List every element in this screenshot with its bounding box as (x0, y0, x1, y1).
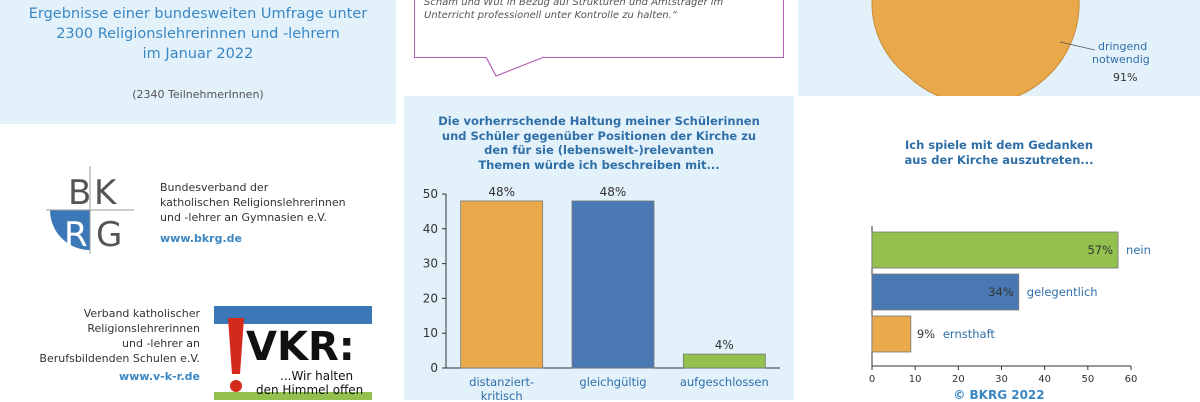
pie-label-1: dringend (1098, 40, 1147, 53)
vkr-line-1: Verband katholischer (83, 307, 200, 320)
hbar-data-label: 9% (917, 327, 935, 341)
pie-chart: dringend notwendig 91% (871, 0, 1150, 105)
hbar-title-line-2: aus der Kirche auszutreten... (904, 152, 1094, 167)
hbar-data-label: 57% (1087, 243, 1113, 257)
quote-line-2: Unterricht professionell unter Kontrolle… (424, 10, 677, 21)
intro-line-2: 2300 Religionslehrerinnen und -lehrern (56, 26, 340, 42)
bar-title-line-2: und Schüler gegenüber Positionen der Kir… (441, 128, 757, 143)
quote-line-1: Scham und Wut in Bezug auf Strukturen un… (424, 0, 724, 8)
x-tick-label: 30 (995, 374, 1008, 385)
quote-panel: Scham und Wut in Bezug auf Strukturen un… (404, 0, 790, 94)
horizontal-bar-chart: 0 10 20 30 40 50 60 57% nein 34% gelegentlich 9% ern… (869, 226, 1151, 385)
y-tick-label: 40 (423, 222, 438, 236)
bar-gleichgültig (571, 200, 655, 369)
x-tick-label: 40 (1038, 374, 1051, 385)
pie-slice-dringend (871, 0, 1080, 105)
vkr-slogan-2: den Himmel offen (256, 383, 363, 397)
vkr-logo: VKR: ...Wir halten den Himmel offen (214, 306, 372, 400)
bar-title-line-3: den für sie (lebenswelt-)relevanten (484, 143, 714, 157)
hbar-category-label: gelegentlich (1027, 285, 1098, 299)
pie-panel: dringend notwendig 91% (798, 0, 1200, 105)
bkrg-link[interactable]: www.bkrg.de (160, 232, 242, 245)
bar-title-line-4: Themen würde ich beschreiben mit... (478, 157, 720, 172)
bkrg-description: Bundesverband der katholischen Religions… (160, 180, 346, 225)
x-tick-label: 60 (1125, 374, 1138, 385)
hbar-gelegentlich (871, 273, 1020, 311)
bar-title-line-1: Die vorherrschende Haltung meiner Schüle… (438, 114, 760, 128)
bar-category-label: distanziert- (469, 375, 534, 389)
hbar-nein (871, 231, 1119, 269)
bar-data-label: 48% (488, 185, 515, 199)
hbar-title-line-1: Ich spiele mit dem Gedanken (904, 138, 1094, 152)
vkr-line-4: Berufsbildenden Schulen e.V. (39, 352, 200, 365)
bar-category-label: aufgeschlossen (680, 375, 769, 389)
hbar-category-label: ernsthaft (943, 327, 996, 341)
vkr-line-2: Religionslehrerinnen (87, 322, 200, 335)
vertical-bar-chart: 0 10 20 30 40 50 48% distanziert- 48% gleichgülti… (423, 185, 780, 400)
bkrg-line-1: Bundesverband der (160, 181, 269, 194)
pie-label-2: notwendig (1092, 53, 1150, 66)
vkr-link[interactable]: www.v-k-r.de (119, 370, 200, 383)
speech-bubble (414, 0, 784, 58)
vkr-logo-text: VKR: (246, 324, 355, 370)
y-tick-label: 30 (423, 257, 438, 271)
logos-panel: B K R G Bundesverband der katholischen R… (0, 132, 396, 400)
y-tick-label: 0 (430, 361, 438, 375)
bar-distanziert-kritisch (460, 200, 544, 369)
participants-count: (2340 TeilnehmerInnen) (132, 88, 264, 101)
x-tick-label: 50 (1081, 374, 1094, 385)
vkr-slogan-1: ...Wir halten (280, 369, 353, 383)
pie-percent: 91% (1113, 71, 1137, 84)
pie-leader-line (1059, 41, 1096, 51)
bar-aufgeschlossen (682, 353, 766, 369)
vkr-line-3: und -lehrer an (122, 337, 200, 350)
bkrg-letter-k: K (94, 173, 118, 213)
copyright: © BKRG 2022 (953, 388, 1045, 402)
hbar-chart-title: Ich spiele mit dem Gedanken aus der Kirc… (798, 138, 1200, 167)
vkr-exclamation-icon (228, 318, 244, 374)
y-tick-label: 10 (423, 326, 438, 340)
horizontal-bar-chart-panel: Ich spiele mit dem Gedanken aus der Kirc… (798, 100, 1200, 402)
bkrg-letter-b: B (68, 173, 91, 213)
intro-panel: Ergebnisse einer bundesweiten Umfrage un… (0, 0, 396, 124)
intro-line-1: Ergebnisse einer bundesweiten Umfrage un… (28, 6, 368, 22)
y-tick-label: 20 (423, 291, 438, 305)
x-tick-label: 0 (869, 374, 875, 385)
bkrg-line-2: katholischen Religionslehrerinnen (160, 196, 346, 209)
bar-category-label: gleichgültig (579, 375, 646, 389)
y-tick-label: 50 (423, 187, 438, 201)
intro-line-3: im Januar 2022 (142, 46, 254, 62)
speech-bubble-tail (485, 56, 545, 77)
hbar-ernsthaft (871, 315, 912, 353)
bkrg-letter-g: G (96, 215, 122, 255)
vertical-bar-chart-panel: Die vorherrschende Haltung meiner Schüle… (404, 96, 794, 400)
bar-chart-title: Die vorherrschende Haltung meiner Schüle… (414, 114, 784, 172)
x-tick-label: 20 (952, 374, 965, 385)
hbar-category-label: nein (1126, 243, 1151, 257)
hbar-data-label: 34% (988, 285, 1014, 299)
vkr-description: Verband katholischer Religionslehrerinne… (39, 306, 200, 366)
x-tick-label: 10 (909, 374, 922, 385)
bar-data-label: 4% (715, 338, 734, 352)
bar-category-label-cont: kritisch (481, 389, 523, 400)
bkrg-letter-r: R (64, 215, 88, 255)
bkrg-logo-quarter (50, 210, 90, 250)
bkrg-line-3: und -lehrer an Gymnasien e.V. (160, 211, 327, 224)
quote-text: Scham und Wut in Bezug auf Strukturen un… (424, 0, 774, 22)
bkrg-logo: B K R G (46, 166, 134, 255)
bar-data-label: 48% (600, 185, 627, 199)
